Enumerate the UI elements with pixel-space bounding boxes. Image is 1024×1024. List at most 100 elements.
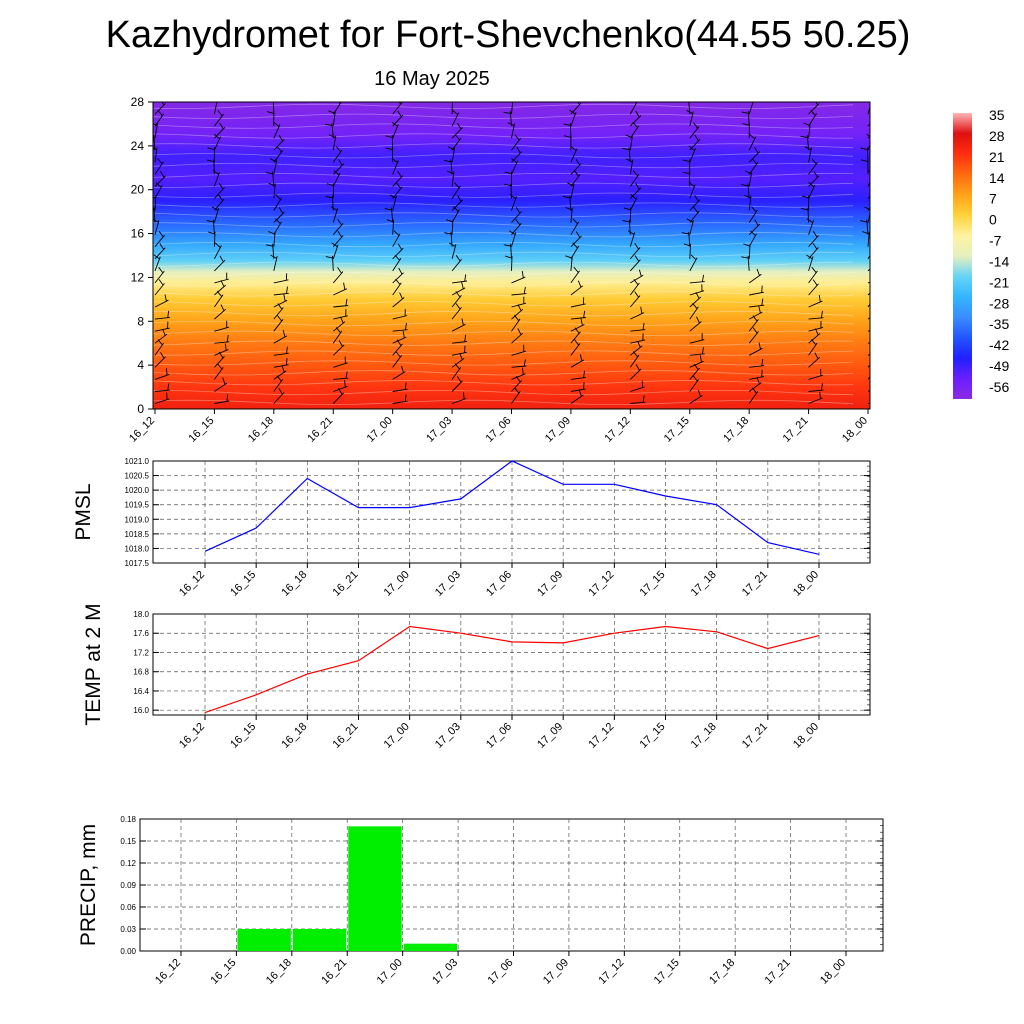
wind-barb: [444, 159, 453, 175]
contour-line: [153, 113, 854, 119]
y-tick-label: 0.00: [120, 947, 136, 956]
wind-barb: [688, 102, 691, 115]
wind-barb: [570, 170, 581, 187]
wind-barb: [214, 242, 222, 260]
wind-barb: [744, 194, 752, 211]
wind-barb: [630, 322, 646, 332]
x-tick-label: 17_18: [721, 415, 751, 445]
wind-barb: [273, 286, 289, 296]
wind-barb: [741, 183, 750, 199]
y-tick-label: 28: [131, 95, 145, 109]
wind-barb: [808, 182, 816, 199]
wind-barb: [451, 109, 460, 127]
x-tick-label: 17_21: [740, 721, 770, 751]
wind-barb: [511, 328, 523, 344]
wind-barb: [154, 158, 164, 175]
wind-barb: [153, 207, 156, 223]
colorbar-label: 0: [989, 212, 997, 228]
wind-barb: [273, 146, 284, 163]
wind-barb: [154, 110, 165, 127]
wind-barb: [511, 296, 527, 308]
wind-barb: [570, 218, 580, 235]
x-tick-label: 17_15: [652, 957, 682, 987]
x-tick-label: 16_12: [127, 415, 157, 445]
y-tick-label: 4: [137, 358, 144, 372]
wind-barb: [392, 309, 408, 320]
wind-barb: [214, 182, 225, 199]
y-tick-label: 1018.5: [125, 530, 150, 539]
x-tick-label: 16_15: [208, 957, 238, 987]
wind-barb: [392, 230, 401, 247]
wind-barb: [627, 230, 636, 247]
wind-barb: [511, 218, 522, 235]
wind-barb: [689, 375, 700, 392]
wind-barb: [689, 274, 705, 284]
wind-barb: [630, 269, 644, 284]
wind-barb: [154, 383, 170, 392]
wind-barb: [214, 255, 226, 272]
wind-barb: [154, 182, 163, 199]
contour-line: [153, 172, 854, 179]
wind-barb: [273, 294, 288, 308]
contour-line: [153, 281, 854, 287]
wind-barb: [333, 309, 349, 320]
contour-line: [153, 320, 854, 327]
wind-barb: [273, 330, 288, 344]
wind-barb: [273, 207, 285, 223]
colorbar-label: -56: [989, 379, 1009, 395]
wind-barb: [748, 133, 757, 151]
wind-barb: [508, 230, 517, 247]
x-tick-label: 17_00: [365, 415, 395, 445]
x-tick-label: 17_15: [638, 721, 668, 751]
wind-barb: [748, 146, 761, 163]
wind-barb: [451, 195, 464, 211]
wind-barb: [860, 219, 869, 235]
wind-barb: [154, 310, 170, 320]
y-tick-label: 16.0: [133, 706, 149, 715]
wind-barb: [749, 298, 765, 308]
x-tick-label: 18_00: [840, 415, 870, 445]
y-tick-label: 17.2: [133, 648, 149, 657]
wind-barb: [451, 122, 463, 139]
x-tick-label: 17_09: [535, 569, 565, 599]
x-tick-label: 16_18: [279, 721, 309, 751]
wind-barb: [213, 133, 222, 151]
x-tick-label: 16_21: [319, 957, 349, 987]
y-tick-label: 1018.0: [125, 544, 150, 553]
wind-barb: [570, 280, 584, 296]
wind-barb: [808, 102, 820, 115]
wind-barb: [503, 111, 512, 127]
wind-barb: [325, 195, 334, 211]
colorbar-label: 14: [989, 170, 1005, 186]
wind-barb: [392, 382, 408, 392]
wind-barb: [748, 158, 759, 175]
heatmap-contours: [153, 103, 854, 406]
x-tick-label: 16_15: [186, 415, 216, 445]
wind-barb: [629, 243, 641, 260]
wind-barb: [392, 110, 404, 127]
wind-barb: [273, 358, 289, 368]
wind-barb: [154, 171, 166, 187]
wind-barb: [214, 110, 224, 127]
wind-barb: [503, 243, 512, 259]
y-tick-label: 0.18: [120, 815, 136, 824]
wind-barb: [333, 371, 349, 380]
wind-barb: [748, 230, 757, 247]
wind-barb: [570, 318, 585, 332]
x-tick-label: 16_15: [228, 569, 258, 599]
wind-barb: [808, 320, 824, 332]
y-tick-label: 0.12: [120, 859, 136, 868]
wind-barb: [332, 146, 343, 163]
wind-barb: [808, 158, 818, 175]
wind-barb: [867, 169, 870, 187]
wind-barb: [681, 231, 691, 247]
wind-barb: [749, 285, 764, 296]
wind-barb: [867, 105, 870, 115]
y-tick-label: 1019.0: [125, 515, 150, 524]
contour-line: [153, 153, 854, 159]
wind-barb: [273, 365, 287, 380]
wind-barb: [392, 322, 408, 332]
wind-barb: [808, 391, 823, 404]
wind-barb: [392, 331, 407, 344]
wind-barb: [570, 382, 586, 392]
